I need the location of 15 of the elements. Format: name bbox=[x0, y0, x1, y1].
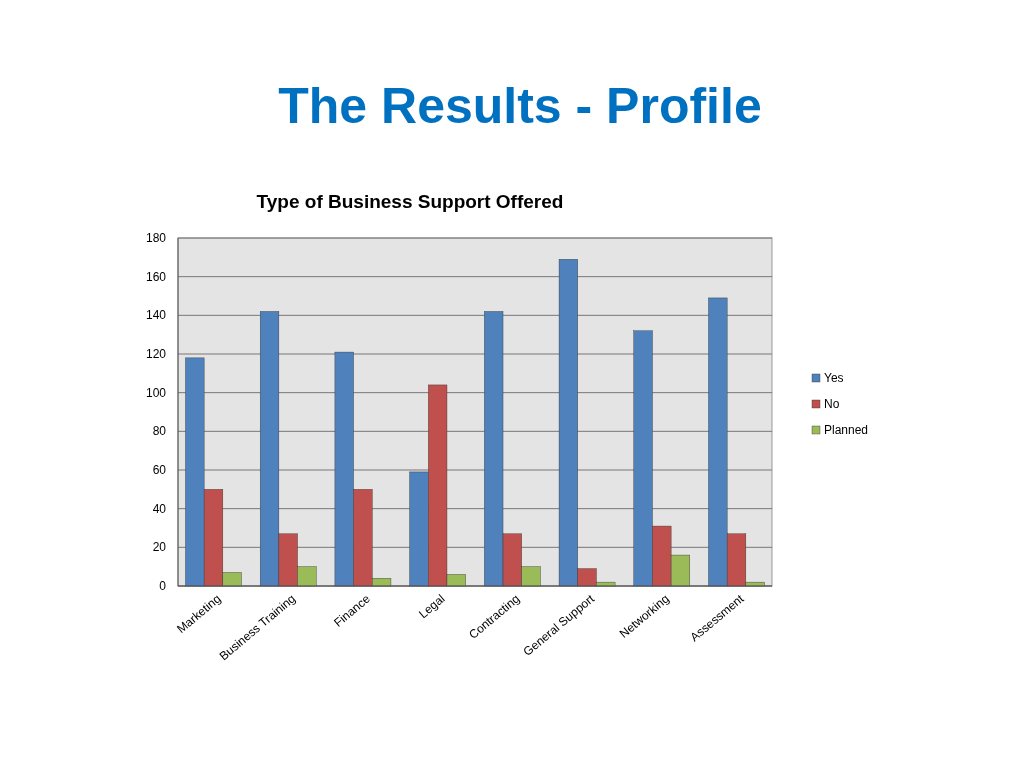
y-tick-label: 140 bbox=[145, 308, 167, 323]
y-tick-label: 60 bbox=[152, 463, 167, 477]
y-tick-label: 0 bbox=[159, 579, 167, 593]
y-tick-label: 120 bbox=[145, 347, 167, 361]
y-tick-label: 80 bbox=[152, 424, 167, 439]
chart-subtitle: Type of Business Support Offered bbox=[256, 191, 564, 212]
y-tick-label: 20 bbox=[152, 540, 167, 555]
chart-title: The Results - Profile bbox=[278, 78, 762, 134]
y-tick-label: 180 bbox=[145, 231, 167, 245]
legend-label: Planned bbox=[824, 423, 869, 437]
legend-label: No bbox=[824, 397, 840, 411]
y-tick-label: 100 bbox=[145, 385, 167, 400]
legend-label: Yes bbox=[824, 371, 844, 385]
y-tick-label: 40 bbox=[152, 501, 167, 516]
y-tick-label: 160 bbox=[145, 269, 167, 284]
